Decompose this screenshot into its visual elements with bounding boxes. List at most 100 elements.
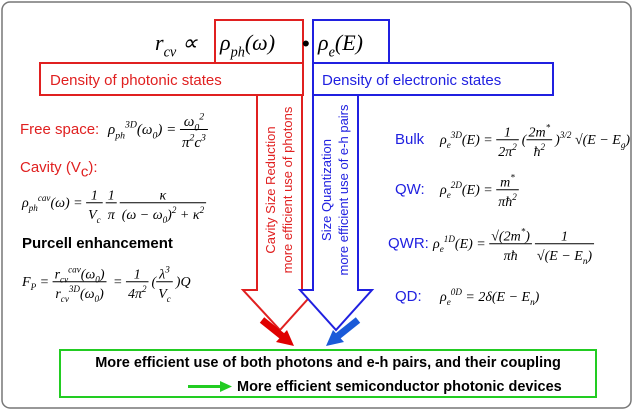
formula-text: + κ — [176, 208, 199, 223]
formula-text: c — [97, 215, 101, 225]
formula-text: ): — [88, 159, 97, 176]
numerator: κ — [160, 188, 167, 203]
electronic-arrow — [297, 94, 375, 332]
numerator: √(2m *) — [491, 226, 530, 244]
formula-text: ) — [98, 287, 104, 302]
numerator: 1 — [108, 188, 115, 203]
formula-text: (ω − ω — [122, 208, 163, 223]
formula-text: 1 — [108, 188, 115, 203]
formula-text: ρ — [439, 290, 447, 305]
conclusion-line: More efficient use of both photons and e… — [95, 355, 561, 371]
formula-text: ) — [166, 208, 172, 223]
formula-text: cv — [60, 275, 69, 285]
formula-text: (E) = — [462, 133, 496, 148]
label: QD: — [395, 288, 422, 305]
label: Bulk — [395, 131, 425, 148]
conclusion-line: More efficient semiconductor photonic de… — [237, 379, 562, 395]
label: QWR: — [388, 235, 429, 252]
formula-text: n — [583, 256, 588, 266]
formula-text: 0 — [163, 215, 168, 225]
formula-text: 3D — [450, 130, 463, 140]
formula-text: V — [158, 287, 168, 302]
electronic-banner-text: Density of electronic states — [322, 72, 501, 89]
photonic-arrow — [240, 94, 319, 332]
formula-text: m — [500, 175, 510, 190]
numerator: 2m * — [528, 122, 550, 140]
dot: • — [302, 31, 310, 56]
formula-text: √(E − E — [571, 133, 621, 148]
formula-text: e — [329, 45, 336, 61]
formula-text: 2 — [512, 192, 517, 202]
formula-text: ω — [184, 114, 195, 130]
formula-text: ) — [586, 249, 592, 264]
denominator: πħ 2 — [498, 192, 517, 210]
formula-text: 1 — [134, 267, 141, 282]
formula-text: = — [36, 275, 52, 290]
formula-text: (E) = — [455, 237, 489, 252]
formula-text: n — [530, 297, 535, 307]
label: Purcell enhancement — [22, 235, 173, 252]
formula-text: g — [621, 140, 626, 150]
electronic-banner — [312, 62, 554, 96]
formula-text: * — [510, 172, 515, 182]
formula-text: ρ — [21, 196, 29, 211]
formula-text: 2 — [142, 284, 147, 294]
denominator: 2π 2 — [498, 142, 517, 160]
label: QW: — [395, 181, 425, 198]
formula-text: ħ — [534, 145, 541, 160]
formula-text: ( — [522, 133, 528, 148]
formula-text: ) — [534, 290, 540, 305]
numerator: 1 — [504, 125, 511, 140]
formula-text: cv — [61, 294, 70, 304]
arrow-text: more efficient use of e-h pairs — [336, 104, 351, 276]
formula-text: ) — [99, 267, 105, 282]
arrow-text: Cavity Size Reduction — [263, 126, 278, 253]
formula-text: 3D — [68, 284, 81, 294]
formula-text: 2D — [451, 180, 463, 190]
formula-text: 3D — [124, 120, 137, 131]
numerator: ω 02 — [184, 111, 204, 133]
formula-text: ph — [114, 131, 125, 142]
formula-text: 1 — [504, 125, 511, 140]
denominator: πħ — [504, 249, 518, 264]
formula-text: 2 — [541, 142, 546, 152]
red-pointer-head — [276, 330, 294, 346]
formula-text: = — [110, 275, 126, 290]
formula-text: 2 — [172, 205, 177, 215]
formula-text: cav — [68, 264, 82, 274]
formula-text: (ω) — [245, 30, 275, 55]
formula-text: P — [30, 282, 37, 292]
formula-text: c — [167, 294, 171, 304]
formula-text: r — [155, 30, 164, 55]
formula-text: π — [108, 208, 116, 223]
formula-text: ρ — [439, 183, 447, 198]
denominator: 4π 2 — [128, 284, 147, 302]
photonic-banner — [39, 62, 304, 96]
formula-text: √(E − E — [537, 249, 583, 264]
formula-text: e — [447, 140, 451, 150]
formula-text: 1 — [561, 229, 568, 244]
formula-text: 2 — [189, 132, 194, 143]
formula-text: ph — [28, 203, 39, 213]
formula-text: 3/2 — [559, 130, 572, 140]
formula-text: 2π — [498, 145, 513, 160]
formula-text: r — [55, 267, 61, 282]
green-arrow — [188, 381, 232, 392]
formula-text: r — [55, 287, 61, 302]
formula-text: (ω — [80, 287, 95, 302]
formula-text: )Q — [175, 275, 191, 290]
formula-text: ρ — [219, 30, 231, 55]
formula-text: 0 — [95, 275, 100, 285]
photonic-banner-text: Density of photonic states — [50, 72, 222, 89]
formula-text: V — [88, 208, 98, 223]
formula-text: cav — [38, 193, 52, 203]
formula-text: c — [194, 135, 201, 151]
